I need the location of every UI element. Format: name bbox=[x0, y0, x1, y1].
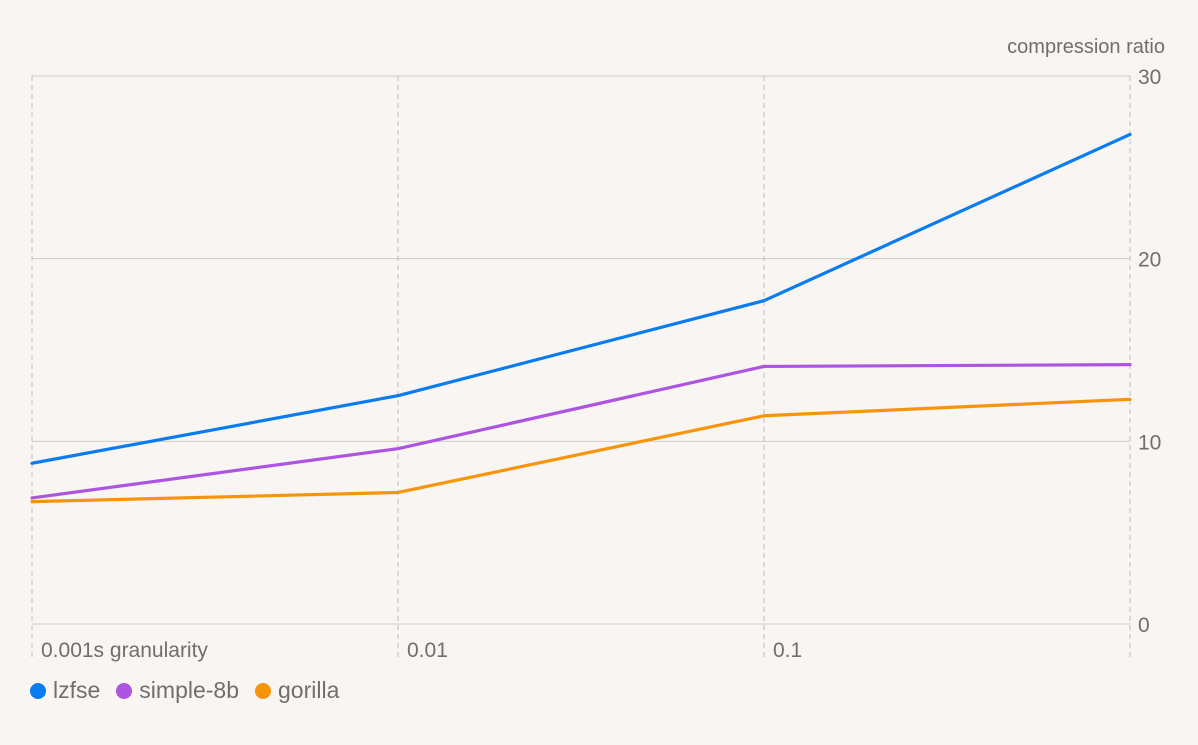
grid-layer bbox=[31, 75, 1131, 658]
legend-dot-icon bbox=[116, 682, 133, 699]
series-line-gorilla bbox=[30, 397, 1132, 504]
legend-item-lzfse: lzfse bbox=[30, 677, 100, 704]
x-tick-label: 0.001s granularity bbox=[41, 639, 208, 662]
label-layer: 0 10 20 30 0.001s granularity 0.01 0.1 compress… bbox=[41, 36, 1165, 662]
series-line-lzfse bbox=[30, 132, 1132, 465]
y-tick-label: 0 bbox=[1138, 614, 1150, 637]
legend-label: lzfse bbox=[53, 677, 101, 703]
legend: lzfse simple-8b gorilla bbox=[30, 677, 339, 704]
y-tick-label: 20 bbox=[1138, 249, 1161, 272]
legend-dot-icon bbox=[255, 682, 272, 699]
y-tick-label: 10 bbox=[1138, 431, 1161, 454]
series-line-simple-8b bbox=[30, 363, 1132, 500]
legend-label: gorilla bbox=[278, 677, 340, 703]
legend-dot-icon bbox=[30, 682, 46, 699]
legend-item-simple-8b: simple-8b bbox=[116, 677, 239, 704]
series-layer bbox=[30, 132, 1132, 504]
legend-label: simple-8b bbox=[139, 677, 240, 703]
legend-item-gorilla: gorilla bbox=[255, 677, 339, 704]
y-axis-title: compression ratio bbox=[1007, 36, 1165, 58]
x-tick-label: 0.01 bbox=[407, 639, 448, 662]
x-tick-label: 0.1 bbox=[773, 639, 802, 662]
y-tick-label: 30 bbox=[1138, 66, 1161, 89]
